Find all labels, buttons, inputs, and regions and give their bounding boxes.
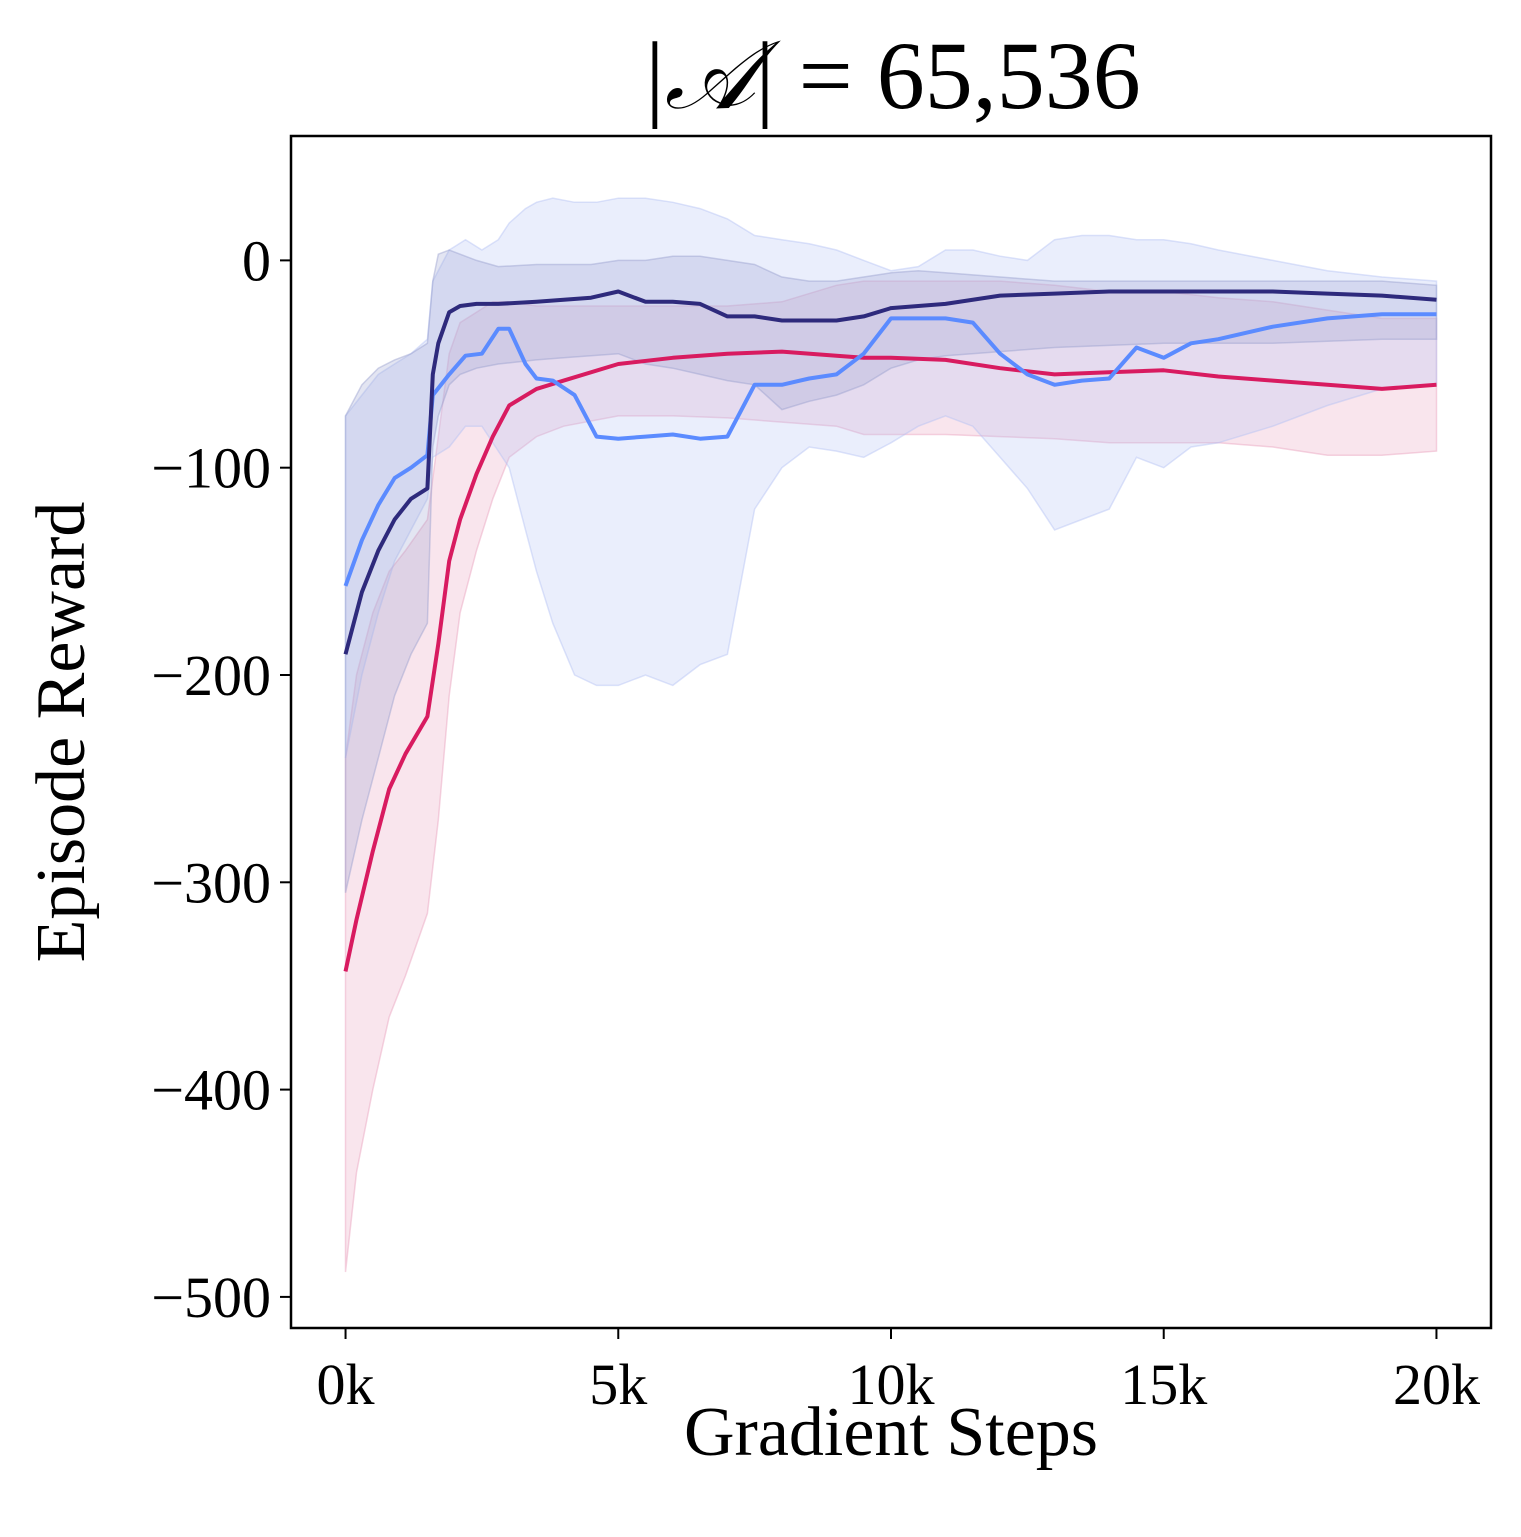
chart-title: |𝒜| = 65,536 [645, 22, 1140, 129]
y-tick-label: −400 [151, 1058, 271, 1123]
chart-title-suffix: | = 65,536 [755, 22, 1140, 129]
series-1-band [344, 280, 1438, 1273]
x-tick-label: 15k [1120, 1352, 1207, 1417]
y-tick-label: −200 [151, 643, 271, 708]
series-2-line [343, 312, 1437, 587]
series-3-line [343, 289, 1437, 655]
series-lines [343, 289, 1437, 972]
y-axis-ticks: 0 −100 −200 −300 −400 −500 [151, 228, 291, 1330]
y-tick-label: 0 [242, 228, 271, 293]
x-axis-ticks: 0k 5k 10k 15k 20k [317, 1328, 1480, 1417]
y-tick-label: −300 [151, 850, 271, 915]
y-tick-label: −100 [151, 436, 271, 501]
x-tick-label: 20k [1393, 1352, 1480, 1417]
series-1-line [343, 349, 1437, 972]
x-tick-label: 0k [317, 1352, 375, 1417]
series-3-band [344, 249, 1438, 893]
x-tick-label: 5k [589, 1352, 647, 1417]
y-tick-label: −500 [151, 1265, 271, 1330]
y-axis-label: Episode Reward [23, 502, 100, 963]
x-axis-label: Gradient Steps [684, 1394, 1098, 1471]
x-tick-label: 10k [848, 1352, 935, 1417]
chart-title-prefix: | [645, 22, 664, 129]
